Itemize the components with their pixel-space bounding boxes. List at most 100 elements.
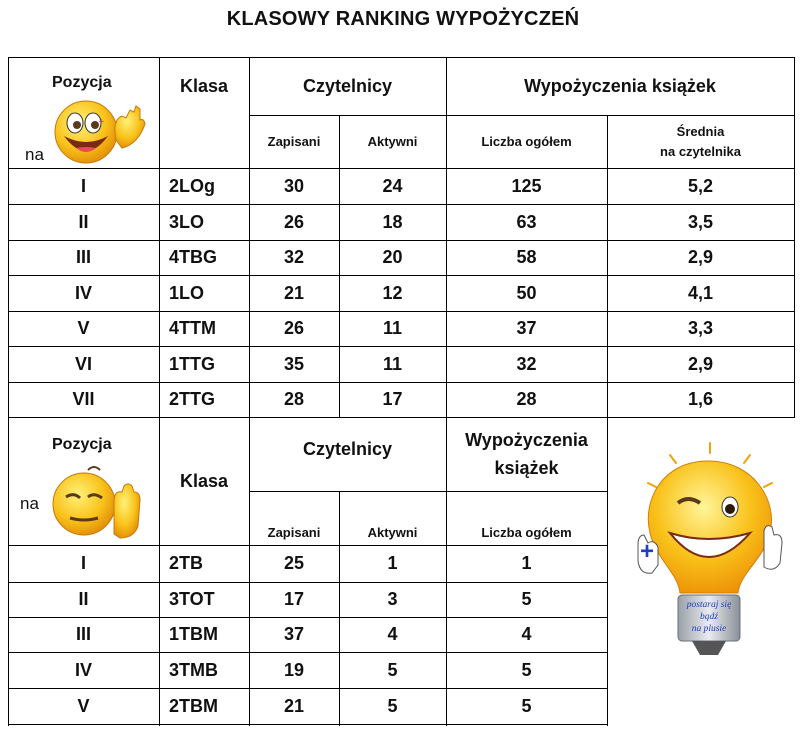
bottom-row-2-liczba: 5 bbox=[521, 589, 532, 609]
top-row-1-zapisani: 30 bbox=[283, 175, 305, 196]
top-row-6-klasa: 1TTG bbox=[169, 353, 216, 374]
bulb-sign-line-3: na plusie bbox=[691, 624, 727, 634]
top-row-1-liczba: 125 bbox=[511, 175, 542, 196]
h-line bbox=[249, 115, 795, 116]
table-border-left bbox=[8, 57, 9, 726]
header-wypozyczenia-bottom-line-1: Wypożyczenia bbox=[465, 430, 588, 450]
bottom-row-3-liczba: 4 bbox=[521, 624, 532, 644]
top-row-1-srednia: 5,2 bbox=[687, 175, 714, 196]
top-row-5-liczba: 37 bbox=[516, 318, 537, 338]
h-line bbox=[8, 275, 795, 276]
header-srednia-line-2: na czytelnika bbox=[660, 143, 741, 159]
top-row-5-srednia: 3,3 bbox=[687, 318, 714, 338]
header-liczba: Liczba ogółem bbox=[481, 134, 572, 149]
top-row-4-pozycja: IV bbox=[74, 282, 92, 303]
top-row-7-klasa: 2TTG bbox=[169, 389, 216, 409]
bottom-row-1-pozycja: I bbox=[80, 553, 86, 573]
top-row-2-liczba: 63 bbox=[516, 211, 537, 232]
top-row-6-liczba: 32 bbox=[516, 353, 537, 374]
top-row-5-zapisani: 26 bbox=[283, 318, 305, 338]
top-row-4-srednia: 4,1 bbox=[687, 282, 714, 303]
top-row-2-zapisani: 26 bbox=[283, 211, 305, 232]
header-na-bottom: na bbox=[20, 494, 39, 513]
winking-lightbulb-icon bbox=[637, 442, 783, 655]
header-czytelnicy: Czytelnicy bbox=[302, 75, 393, 96]
h-line bbox=[8, 346, 795, 347]
plus-sign: + bbox=[640, 538, 655, 565]
header-wypozyczenia-bottom: Wypożyczenia książek bbox=[446, 417, 607, 491]
h-line bbox=[8, 688, 608, 689]
h-line bbox=[8, 240, 795, 241]
v-line bbox=[339, 491, 340, 726]
h-line bbox=[8, 724, 608, 725]
h-line bbox=[8, 311, 795, 312]
top-row-2-pozycja: II bbox=[78, 211, 89, 232]
bottom-row-4-liczba: 5 bbox=[521, 659, 532, 680]
header-aktywni-bottom: Aktywni bbox=[367, 525, 418, 540]
bottom-row-1-liczba: 1 bbox=[521, 553, 532, 573]
top-row-6-zapisani: 35 bbox=[283, 353, 305, 374]
top-row-7-srednia: 1,6 bbox=[687, 389, 714, 409]
h-line bbox=[8, 382, 795, 383]
bottom-row-1-aktywni: 1 bbox=[387, 553, 398, 573]
bottom-row-4-pozycja: IV bbox=[74, 659, 92, 680]
h-line bbox=[8, 617, 608, 618]
bottom-row-3-zapisani: 37 bbox=[283, 624, 305, 644]
header-pozycja-top: Pozycja bbox=[52, 74, 112, 91]
header-klasa: Klasa bbox=[179, 75, 229, 96]
h-line bbox=[8, 417, 795, 418]
header-zapisani: Zapisani bbox=[267, 134, 321, 149]
top-row-4-liczba: 50 bbox=[516, 282, 537, 303]
top-row-7-aktywni: 17 bbox=[382, 389, 403, 409]
top-row-1-klasa: 2LOg bbox=[169, 175, 216, 196]
top-row-2-aktywni: 18 bbox=[382, 211, 403, 232]
v-line bbox=[339, 115, 340, 418]
top-row-7-zapisani: 28 bbox=[283, 389, 305, 409]
top-row-3-liczba: 58 bbox=[516, 247, 537, 267]
top-row-4-klasa: 1LO bbox=[169, 282, 205, 303]
top-row-6-pozycja: VI bbox=[74, 353, 92, 374]
bottom-row-3-aktywni: 4 bbox=[387, 624, 398, 644]
header-pozycja-bottom: Pozycja bbox=[52, 436, 112, 453]
v-line bbox=[249, 57, 250, 726]
bottom-row-1-zapisani: 25 bbox=[283, 553, 305, 573]
v-line bbox=[607, 115, 608, 418]
h-line bbox=[8, 652, 608, 653]
top-row-3-zapisani: 32 bbox=[283, 247, 305, 267]
bottom-row-5-liczba: 5 bbox=[521, 695, 532, 716]
v-line bbox=[607, 417, 608, 726]
header-zapisani-bottom: Zapisani bbox=[267, 525, 321, 540]
bottom-row-5-pozycja: V bbox=[77, 695, 90, 716]
header-wypozyczenia-bottom-line-2: książek bbox=[494, 458, 559, 478]
bottom-row-2-zapisani: 17 bbox=[283, 589, 305, 609]
top-row-1-aktywni: 24 bbox=[382, 175, 403, 196]
header-srednia: Średnia na czytelnika bbox=[607, 115, 794, 168]
table-border-right bbox=[794, 57, 795, 418]
bottom-row-4-klasa: 3TMB bbox=[169, 659, 218, 680]
top-row-5-klasa: 4TTM bbox=[169, 318, 216, 338]
top-row-2-klasa: 3LO bbox=[169, 211, 205, 232]
table-border-top bbox=[8, 57, 795, 58]
top-row-3-pozycja: III bbox=[75, 247, 91, 267]
bottom-row-4-zapisani: 19 bbox=[283, 659, 305, 680]
h-line bbox=[8, 168, 795, 169]
header-liczba-bottom: Liczba ogółem bbox=[481, 525, 572, 540]
bottom-row-1-klasa: 2TB bbox=[169, 553, 204, 573]
top-row-1-pozycja: I bbox=[80, 175, 86, 196]
bottom-row-3-klasa: 1TBM bbox=[169, 624, 218, 644]
bottom-row-5-klasa: 2TBM bbox=[169, 695, 218, 716]
bottom-row-4-aktywni: 5 bbox=[387, 659, 398, 680]
top-row-5-pozycja: V bbox=[77, 318, 90, 338]
bulb-sign-line-1: postaraj się bbox=[686, 600, 732, 610]
bottom-row-3-pozycja: III bbox=[75, 624, 91, 644]
header-wypozyczenia: Wypożyczenia książek bbox=[524, 75, 716, 96]
top-row-6-aktywni: 11 bbox=[382, 353, 403, 374]
top-row-7-pozycja: VII bbox=[72, 389, 95, 409]
top-row-2-srednia: 3,5 bbox=[687, 211, 714, 232]
top-row-3-aktywni: 20 bbox=[382, 247, 403, 267]
bulb-sign: postaraj się bądź na plusie bbox=[678, 599, 740, 635]
h-line bbox=[249, 491, 608, 492]
facepalm-smiley-icon bbox=[52, 466, 141, 539]
top-row-7-liczba: 28 bbox=[516, 389, 537, 409]
waving-smiley-icon: + bbox=[54, 100, 146, 164]
